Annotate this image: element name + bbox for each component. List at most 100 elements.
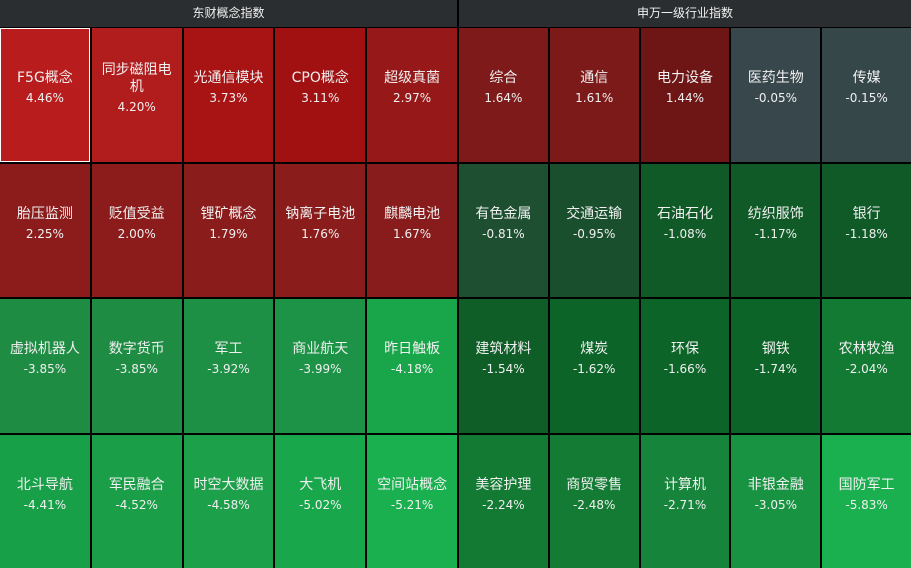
index-tile[interactable]: 纺织服饰 -1.17% [731,163,821,297]
index-name: 商业航天 [292,341,349,358]
index-change: -0.95% [572,226,616,241]
index-name: 空间站概念 [377,476,448,493]
index-tile[interactable]: 虚拟机器人 -3.85% [0,299,90,433]
index-tile[interactable]: 钢铁 -1.74% [731,299,821,433]
index-tile[interactable]: 电力设备 1.44% [640,28,730,162]
index-tile[interactable]: 国防军工 -5.83% [822,434,911,568]
index-change: 1.44% [665,91,705,106]
index-name: 钠离子电池 [285,205,356,222]
panel: 东财概念指数 F5G概念 4.46% 同步磁阻电机 4.20% 光通信模块 3.73% CPO… [0,0,457,568]
panel: 申万一级行业指数 综合 1.64% 通信 1.61% 电力设备 1.44% 医药生物 -0.05… [459,0,911,568]
index-tile[interactable]: 胎压监测 2.25% [0,163,90,297]
index-tile[interactable]: 数字货币 -3.85% [91,299,182,433]
index-change: -1.08% [663,226,707,241]
index-tile[interactable]: 美容护理 -2.24% [459,434,548,568]
index-name: 昨日触板 [384,341,441,358]
index-tile[interactable]: 石油石化 -1.08% [640,163,730,297]
index-change: 1.79% [209,226,248,241]
index-tile[interactable]: 贬值受益 2.00% [91,163,182,297]
index-tile[interactable]: 北斗导航 -4.41% [0,434,90,568]
index-change: -2.24% [482,497,525,512]
index-name: 国防军工 [838,476,895,493]
index-change: -1.18% [845,226,888,241]
index-change: -3.05% [754,497,798,512]
index-tile[interactable]: 军民融合 -4.52% [91,434,182,568]
index-name: 大飞机 [299,476,342,493]
index-tile[interactable]: 通信 1.61% [549,28,639,162]
index-name: 商贸零售 [566,476,623,493]
index-name: 纺织服饰 [747,205,804,222]
index-tile[interactable]: 商贸零售 -2.48% [549,434,639,568]
tile-grid: 综合 1.64% 通信 1.61% 电力设备 1.44% 医药生物 -0.05% 传媒 -0.15… [459,28,911,568]
index-name: 虚拟机器人 [9,341,80,358]
index-name: 煤炭 [580,341,609,358]
index-tile[interactable]: 银行 -1.18% [822,163,911,297]
index-change: -5.02% [299,497,342,512]
index-name: 计算机 [663,476,706,493]
index-name: F5G概念 [16,70,73,87]
index-tile[interactable]: 昨日触板 -4.18% [367,299,457,433]
index-name: 医药生物 [747,70,804,87]
index-tile[interactable]: 钠离子电池 1.76% [275,163,366,297]
index-change: 3.73% [209,91,248,106]
index-change: -1.74% [754,362,798,377]
index-change: 2.97% [393,91,432,106]
index-change: 4.20% [117,99,156,114]
index-name: 同步磁阻电机 [101,61,172,95]
index-tile[interactable]: 农林牧渔 -2.04% [822,299,911,433]
index-tile[interactable]: 大飞机 -5.02% [275,434,366,568]
index-tile[interactable]: 有色金属 -0.81% [459,163,548,297]
index-name: 通信 [580,70,609,87]
index-name: 超级真菌 [384,70,441,87]
index-name: 军民融合 [108,476,165,493]
index-name: 石油石化 [656,205,713,222]
index-tile[interactable]: CPO概念 3.11% [275,28,366,162]
index-change: -4.18% [390,362,434,377]
index-change: -3.99% [299,362,342,377]
index-tile[interactable]: 医药生物 -0.05% [731,28,821,162]
index-tile[interactable]: 煤炭 -1.62% [549,299,639,433]
index-name: 环保 [670,341,699,358]
index-tile[interactable]: 非银金融 -3.05% [731,434,821,568]
index-name: 电力设备 [656,70,713,87]
index-name: 麒麟电池 [384,205,441,222]
index-change: -1.54% [482,362,525,377]
index-tile[interactable]: 麒麟电池 1.67% [367,163,457,297]
index-tile[interactable]: 交通运输 -0.95% [549,163,639,297]
index-tile[interactable]: 时空大数据 -4.58% [183,434,274,568]
index-name: 农林牧渔 [838,341,895,358]
index-tile[interactable]: 环保 -1.66% [640,299,730,433]
index-tile[interactable]: 空间站概念 -5.21% [367,434,457,568]
index-tile[interactable]: 光通信模块 3.73% [183,28,274,162]
index-change: -5.21% [390,497,434,512]
index-name: 数字货币 [108,341,165,358]
tile-grid: F5G概念 4.46% 同步磁阻电机 4.20% 光通信模块 3.73% CPO概念 3.11… [0,28,457,568]
index-name: 胎压监测 [16,205,73,222]
index-change: -1.62% [572,362,616,377]
index-tile[interactable]: 军工 -3.92% [183,299,274,433]
index-name: 贬值受益 [108,205,165,222]
index-change: 3.11% [301,91,340,106]
index-tile[interactable]: 同步磁阻电机 4.20% [91,28,182,162]
index-tile[interactable]: 计算机 -2.71% [640,434,730,568]
index-tile[interactable]: 建筑材料 -1.54% [459,299,548,433]
index-tile[interactable]: 传媒 -0.15% [822,28,911,162]
index-change: -4.41% [23,497,67,512]
index-name: 综合 [489,70,518,87]
index-name: 时空大数据 [193,476,264,493]
index-name: 北斗导航 [16,476,73,493]
index-change: -0.15% [845,91,888,106]
index-change: -3.85% [115,362,158,377]
index-change: -2.04% [845,362,888,377]
index-tile[interactable]: 锂矿概念 1.79% [183,163,274,297]
index-name: 交通运输 [566,205,623,222]
index-change: 2.00% [117,226,156,241]
index-tile[interactable]: 综合 1.64% [459,28,548,162]
index-tile[interactable]: F5G概念 4.46% [0,28,90,162]
index-change: -2.48% [572,497,616,512]
index-change: -3.85% [23,362,67,377]
index-name: 锂矿概念 [200,205,257,222]
index-tile[interactable]: 超级真菌 2.97% [367,28,457,162]
index-tile[interactable]: 商业航天 -3.99% [275,299,366,433]
